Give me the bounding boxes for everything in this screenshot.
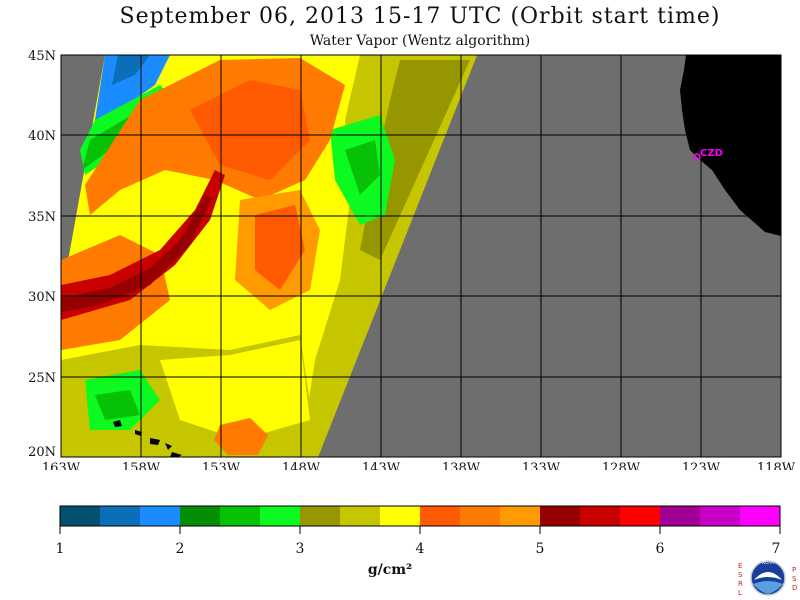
island — [170, 452, 182, 457]
colorbar-swatch — [500, 506, 541, 526]
island — [165, 443, 172, 450]
colorbar-swatch — [180, 506, 221, 526]
colorbar-tick-label: 6 — [656, 541, 665, 557]
lat-label: 30N — [28, 290, 56, 305]
lon-label: 138W — [442, 461, 481, 470]
lon-label: 133W — [522, 461, 561, 470]
colorbar-tick-label: 3 — [296, 541, 305, 557]
colorbar-swatch — [540, 506, 581, 526]
colorbar-swatch — [620, 506, 661, 526]
swath-orange-north-inner — [190, 80, 310, 180]
colorbar-units: g/cm² — [367, 562, 413, 578]
satellite-swath — [61, 55, 477, 457]
lon-label: 158W — [122, 461, 161, 470]
logo-right-letter: S — [792, 575, 797, 583]
lat-label: 40N — [28, 129, 56, 144]
gridlines — [61, 55, 781, 457]
island — [113, 420, 122, 427]
colorbar-swatch — [740, 506, 781, 526]
land-north-america — [680, 55, 781, 236]
lon-label: 153W — [202, 461, 241, 470]
logo-left-letter: R — [738, 580, 743, 588]
noaa-logo-text: NOAA — [762, 560, 774, 565]
island — [150, 438, 160, 445]
colorbar-swatch — [220, 506, 261, 526]
colorbar-swatch — [340, 506, 381, 526]
swath-green-south-dark — [95, 390, 140, 420]
logo-left-letter: E — [738, 562, 742, 570]
lat-label: 20N — [28, 445, 56, 460]
chart-title: September 06, 2013 15-17 UTC (Orbit star… — [119, 4, 721, 29]
swath-yellow-south — [160, 340, 310, 440]
longitude-labels: 163W 158W 153W 148W 143W 138W 133W 128W … — [42, 461, 796, 470]
water-vapor-map: CZD 45N 40N 35N 30N 25N 20N 163W 158W 15… — [28, 49, 796, 470]
swath-olive-band — [300, 55, 477, 457]
colorbar-tick-label: 4 — [416, 541, 425, 557]
chart-subtitle: Water Vapor (Wentz algorithm) — [309, 33, 531, 49]
logo-right-letter: P — [792, 566, 796, 574]
colorbar-swatches — [60, 506, 781, 526]
station-marker: CZD — [693, 148, 723, 161]
colorbar: 1 2 3 4 5 6 7 — [56, 505, 781, 557]
colorbar-swatch — [380, 506, 421, 526]
logo-left-letter: S — [738, 571, 743, 579]
station-label: CZD — [700, 148, 723, 159]
swath-green-patch-north-inner — [345, 140, 380, 195]
colorbar-tick-label: 7 — [772, 541, 781, 557]
lon-label: 128W — [602, 461, 641, 470]
lat-label: 45N — [28, 49, 56, 64]
swath-red-river — [61, 170, 225, 320]
latitude-labels: 45N 40N 35N 30N 25N 20N — [28, 49, 56, 460]
noaa-bird-icon — [754, 572, 782, 580]
lon-label: 118W — [757, 461, 796, 470]
colorbar-tick-labels: 1 2 3 4 5 6 7 — [56, 541, 781, 557]
swath-blue-corner — [95, 55, 170, 120]
colorbar-swatch — [700, 506, 741, 526]
swath-orange-south-blob — [214, 418, 268, 455]
lat-label: 25N — [28, 371, 56, 386]
noaa-wave-icon — [753, 581, 783, 594]
colorbar-swatch — [420, 506, 461, 526]
swath-darkred-river — [61, 195, 212, 312]
station-icon — [693, 153, 701, 161]
logo-left-letter: L — [738, 589, 742, 597]
swath-olive-band-dark — [360, 60, 470, 260]
lon-label: 123W — [682, 461, 721, 470]
colorbar-swatch — [140, 506, 181, 526]
swath-orange-center-inner — [255, 205, 305, 290]
colorbar-swatch — [580, 506, 621, 526]
colorbar-tick-label: 5 — [536, 541, 545, 557]
noaa-esrl-logo: E S R L P S D NOAA — [738, 560, 797, 597]
colorbar-tick-label: 2 — [176, 541, 185, 557]
colorbar-swatch — [60, 506, 101, 526]
logo-right-letter: D — [792, 584, 797, 592]
lon-label: 143W — [362, 461, 401, 470]
colorbar-swatch — [100, 506, 141, 526]
island — [135, 430, 142, 436]
colorbar-tick-label: 1 — [56, 541, 65, 557]
lat-label: 35N — [28, 210, 56, 225]
colorbar-swatch — [460, 506, 501, 526]
colorbar-ticks — [59, 526, 781, 534]
colorbar-swatch — [260, 506, 301, 526]
colorbar-swatch — [300, 506, 341, 526]
map-frame — [60, 54, 782, 458]
lon-label: 148W — [282, 461, 321, 470]
colorbar-swatch — [660, 506, 701, 526]
lon-label: 163W — [42, 461, 81, 470]
